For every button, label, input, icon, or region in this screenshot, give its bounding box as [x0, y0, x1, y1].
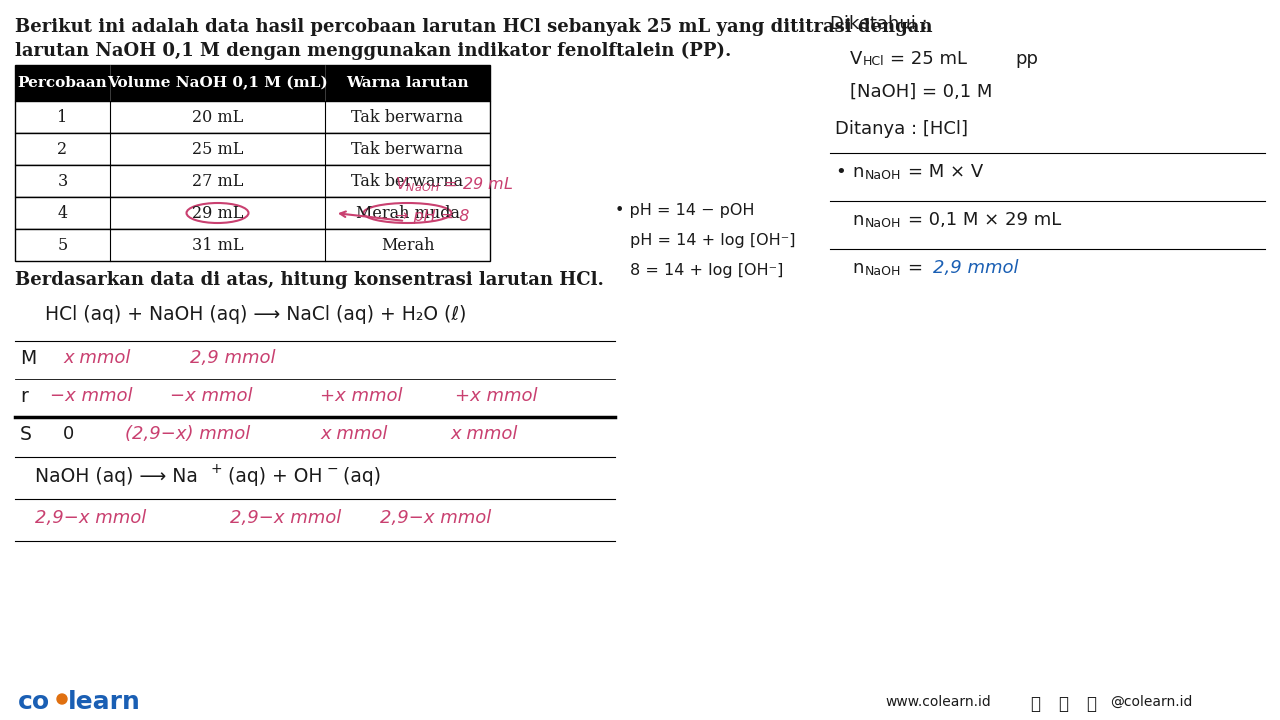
Bar	[15, 133, 490, 165]
Text: 20 mL: 20 mL	[192, 109, 243, 125]
Text: HCl (aq) + NaOH (aq) ⟶ NaCl (aq) + H₂O (ℓ): HCl (aq) + NaOH (aq) ⟶ NaCl (aq) + H₂O (…	[45, 305, 466, 324]
Text: 0: 0	[63, 425, 74, 443]
Text: : 	[1059, 695, 1068, 713]
Text: x mmol: x mmol	[320, 425, 388, 443]
Text: 2,9 mmol: 2,9 mmol	[933, 259, 1019, 277]
Text: −: −	[326, 462, 339, 476]
Text: = M × V: = M × V	[908, 163, 983, 181]
Text: 2,9−x mmol: 2,9−x mmol	[35, 509, 146, 527]
Text: 1: 1	[58, 109, 68, 125]
Text: $V_{NaOH}$ = 29 mL: $V_{NaOH}$ = 29 mL	[396, 176, 513, 194]
Text: = 0,1 M × 29 mL: = 0,1 M × 29 mL	[908, 211, 1061, 229]
Text: 8 = 14 + log [OH⁻]: 8 = 14 + log [OH⁻]	[630, 263, 783, 278]
Text: 3: 3	[58, 173, 68, 189]
Text: −x mmol: −x mmol	[50, 387, 133, 405]
Text: NaOH: NaOH	[865, 169, 901, 182]
Text: (aq) + OH: (aq) + OH	[221, 467, 323, 486]
Text: : 	[1085, 695, 1096, 713]
Text: pp: pp	[1015, 50, 1038, 68]
Text: learn: learn	[68, 690, 141, 714]
Text: : 	[1030, 695, 1039, 713]
Text: x mmol: x mmol	[63, 349, 131, 367]
Text: Ditanya : [HCl]: Ditanya : [HCl]	[835, 120, 968, 138]
Text: www.colearn.id: www.colearn.id	[884, 695, 991, 709]
Text: x mmol: x mmol	[451, 425, 517, 443]
Text: +x mmol: +x mmol	[454, 387, 538, 405]
Text: = 25 mL: = 25 mL	[890, 50, 966, 68]
Text: =: =	[908, 259, 929, 277]
Text: (aq): (aq)	[337, 467, 381, 486]
Text: 31 mL: 31 mL	[192, 236, 243, 253]
Text: Merah muda: Merah muda	[356, 204, 460, 222]
Text: r: r	[20, 387, 28, 406]
Text: HCl: HCl	[863, 55, 884, 68]
Text: −x mmol: −x mmol	[170, 387, 252, 405]
Text: Percobaan: Percobaan	[18, 76, 108, 90]
Text: 2: 2	[58, 140, 68, 158]
Bar	[15, 101, 490, 133]
Bar	[15, 165, 490, 197]
Text: •: •	[835, 163, 846, 181]
Text: Tak berwarna: Tak berwarna	[352, 140, 463, 158]
Text: larutan NaOH 0,1 M dengan menggunakan indikator fenolftalein (PP).: larutan NaOH 0,1 M dengan menggunakan in…	[15, 42, 731, 60]
Text: Diketahui :: Diketahui :	[829, 15, 928, 33]
Text: 2,9 mmol: 2,9 mmol	[189, 349, 275, 367]
Text: +: +	[210, 462, 221, 476]
Text: pH = 14 + log [OH⁻]: pH = 14 + log [OH⁻]	[630, 233, 795, 248]
Text: @colearn.id: @colearn.id	[1110, 695, 1193, 709]
Text: Merah: Merah	[380, 236, 434, 253]
Text: 4: 4	[58, 204, 68, 222]
Text: 25 mL: 25 mL	[192, 140, 243, 158]
Text: +x mmol: +x mmol	[320, 387, 402, 405]
Text: Tak berwarna: Tak berwarna	[352, 109, 463, 125]
Text: V: V	[850, 50, 863, 68]
Text: 29 mL: 29 mL	[192, 204, 243, 222]
Text: → pH = 8: → pH = 8	[396, 210, 470, 225]
Text: n: n	[852, 163, 864, 181]
Text: NaOH: NaOH	[865, 217, 901, 230]
Text: • pH = 14 − pOH: • pH = 14 − pOH	[614, 203, 754, 218]
Text: 2,9−x mmol: 2,9−x mmol	[230, 509, 342, 527]
Text: NaOH (aq) ⟶ Na: NaOH (aq) ⟶ Na	[35, 467, 198, 486]
Text: [NaOH] = 0,1 M: [NaOH] = 0,1 M	[850, 83, 992, 101]
Text: M: M	[20, 349, 36, 368]
Text: co: co	[18, 690, 50, 714]
Text: 2,9−x mmol: 2,9−x mmol	[380, 509, 492, 527]
Bar	[15, 229, 490, 261]
Text: NaOH: NaOH	[865, 265, 901, 278]
Text: Warna larutan: Warna larutan	[346, 76, 468, 90]
Text: n: n	[852, 211, 864, 229]
Text: Berikut ini adalah data hasil percobaan larutan HCl sebanyak 25 mL yang dititras: Berikut ini adalah data hasil percobaan …	[15, 18, 933, 36]
Circle shape	[58, 694, 67, 704]
Text: 5: 5	[58, 236, 68, 253]
Bar	[15, 65, 490, 101]
Text: S: S	[20, 425, 32, 444]
Text: (2,9−x) mmol: (2,9−x) mmol	[125, 425, 251, 443]
Text: Volume NaOH 0,1 M (mL): Volume NaOH 0,1 M (mL)	[108, 76, 328, 90]
Text: 27 mL: 27 mL	[192, 173, 243, 189]
Bar	[15, 197, 490, 229]
Text: n: n	[852, 259, 864, 277]
Text: Berdasarkan data di atas, hitung konsentrasi larutan HCl.: Berdasarkan data di atas, hitung konsent…	[15, 271, 604, 289]
Text: Tak berwarna: Tak berwarna	[352, 173, 463, 189]
